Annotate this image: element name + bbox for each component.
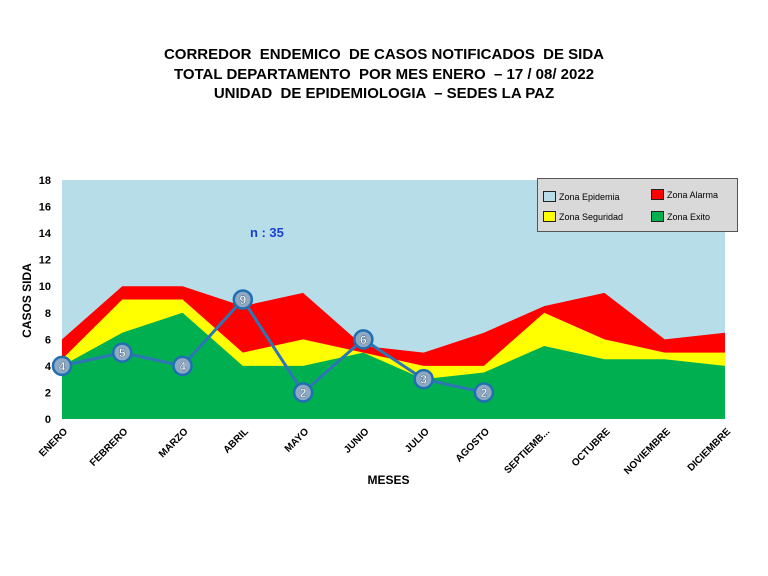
legend-swatch-zona-exito [651, 211, 664, 222]
cases-data-label: 9 [239, 293, 246, 307]
y-axis-title: CASOS SIDA [20, 263, 34, 338]
legend-label-zona-alarma: Zona Alarma [667, 189, 719, 200]
cases-data-label: 2 [481, 386, 488, 400]
y-tick-label: 16 [39, 202, 51, 214]
cases-point [473, 382, 495, 403]
x-tick-label: OCTUBRE [570, 426, 613, 469]
y-tick-label: 8 [45, 308, 51, 320]
y-tick-label: 10 [39, 281, 51, 293]
legend-swatch-zona-alarma [651, 189, 664, 200]
legend-item-zona-epidemia: Zona Epidemia [543, 191, 620, 202]
x-tick-label: JULIO [403, 426, 432, 455]
y-tick-label: 2 [45, 387, 51, 399]
cases-point [172, 355, 193, 377]
x-tick-label: FEBRERO [88, 426, 131, 469]
x-tick-label: SEPTIEMB... [502, 426, 552, 476]
area-zona-exito [62, 312, 725, 419]
title-line-1: CORREDOR ENDEMICO DE CASOS NOTIFICADOS D… [163, 46, 605, 63]
cases-point [353, 329, 374, 350]
legend-label-zona-seguridad: Zona Seguridad [559, 211, 624, 222]
sample-size-annotation: n : 35 [250, 225, 284, 240]
cases-data-label: 4 [59, 359, 66, 373]
legend: Zona Epidemia Zona Alarma Zona Seguridad… [537, 178, 738, 232]
legend-label-zona-exito: Zona Exito [667, 211, 711, 222]
cases-point [292, 382, 314, 403]
y-tick-label: 18 [39, 175, 51, 187]
cases-data-label: 3 [420, 373, 427, 387]
title-line-3: UNIDAD DE EPIDEMIOLOGIA – SEDES LA PAZ [213, 85, 555, 102]
legend-item-zona-alarma: Zona Alarma [651, 189, 718, 200]
x-tick-label: NOVIEMBRE [622, 426, 673, 477]
cases-point [232, 289, 254, 310]
cases-line [61, 298, 485, 394]
x-tick-label: DICIEMBRE [686, 426, 734, 474]
legend-swatch-zona-epidemia [543, 191, 556, 202]
cases-data-label: 2 [300, 386, 307, 400]
x-axis-title: MESES [367, 473, 409, 487]
legend-swatch-zona-seguridad [543, 211, 556, 222]
y-tick-label: 6 [45, 334, 51, 346]
y-tick-label: 0 [45, 414, 51, 426]
legend-label-zona-epidemia: Zona Epidemia [559, 191, 620, 202]
y-tick-label: 14 [39, 228, 52, 240]
cases-point [51, 355, 73, 377]
x-tick-label: ABRIL [222, 426, 251, 455]
title-line-2: TOTAL DEPARTAMENTO POR MES ENERO – 17 / … [173, 65, 595, 83]
cases-data-label: 4 [179, 359, 186, 373]
x-tick-label: MAYO [283, 426, 311, 454]
cases-data-label: 6 [360, 333, 367, 347]
y-tick-label: 12 [39, 255, 51, 267]
cases-point [413, 368, 434, 390]
legend-item-zona-seguridad: Zona Seguridad [543, 211, 623, 222]
x-tick-label: MARZO [157, 426, 191, 460]
cases-data-label: 5 [119, 346, 126, 360]
x-tick-label: AGOSTO [454, 426, 492, 464]
legend-item-zona-exito: Zona Exito [651, 211, 710, 222]
x-tick-label: JUNIO [342, 426, 372, 456]
x-tick-label: ENERO [37, 426, 70, 459]
cases-point [112, 342, 133, 363]
chart-title: CORREDOR ENDEMICO DE CASOS NOTIFICADOS D… [0, 45, 768, 104]
y-tick-label: 4 [45, 361, 52, 373]
